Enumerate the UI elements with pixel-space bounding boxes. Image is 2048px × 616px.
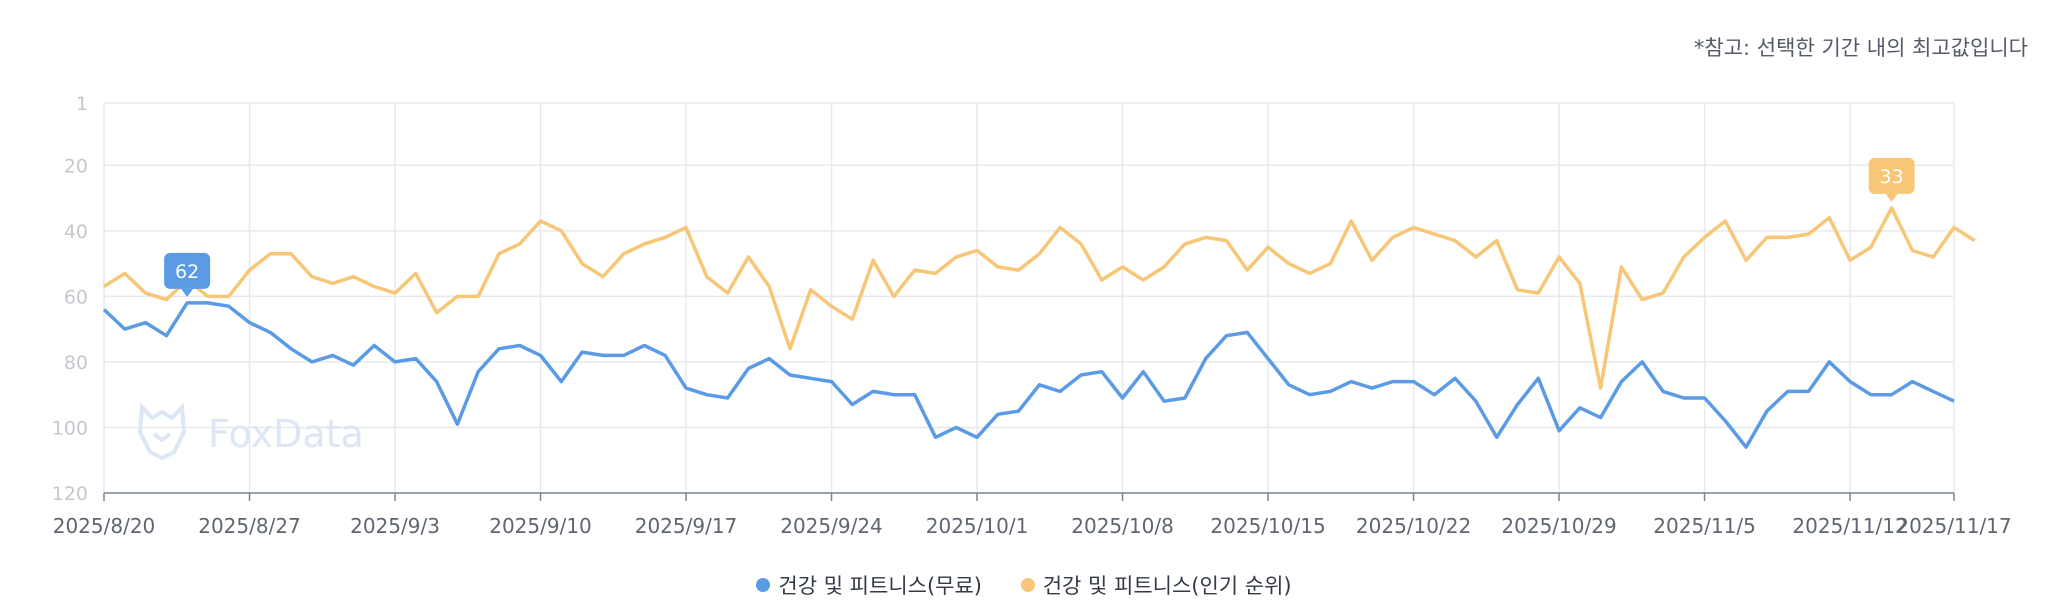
x-tick-label: 2025/9/10 [489,514,592,538]
x-tick-label: 2025/8/27 [198,514,301,538]
legend-label: 건강 및 피트니스(무료) [778,574,982,598]
y-tick-label: 40 [64,221,88,243]
legend-item-free[interactable]: 건강 및 피트니스(무료) [756,570,982,600]
legend-dot-icon [1020,578,1035,592]
callouts: 62 33 [164,157,1915,297]
x-tick-label: 2025/10/22 [1356,514,1471,538]
x-tick-label: 2025/11/17 [1896,514,2011,538]
series-lines [102,206,1976,449]
y-tick-label: 60 [64,286,88,308]
fox-logo-icon [137,402,187,461]
series-line-0 [102,301,1955,449]
callout-pointer [1885,193,1898,202]
y-tick-label: 120 [52,483,88,505]
legend-dot-icon [756,578,771,592]
legend-item-popular[interactable]: 건강 및 피트니스(인기 순위) [1020,570,1292,600]
x-tick-label: 2025/8/20 [53,514,156,538]
x-tick-label: 2025/10/29 [1501,514,1616,538]
x-tick-label: 2025/10/15 [1210,514,1325,538]
callout-box [1868,157,1915,194]
series-line-1 [103,206,1976,390]
x-tick-label: 2025/10/1 [926,514,1029,538]
callout-label: 33 [1880,166,1904,188]
callout-label: 62 [175,261,199,283]
callout-box [164,252,211,289]
y-tick-label: 100 [52,417,88,439]
y-tick-label: 20 [64,155,88,177]
chart-note: *참고: 선택한 기간 내의 최고값입니다 [1693,36,2028,60]
y-tick-label: 1 [76,93,88,115]
x-tick-label: 2025/10/8 [1071,514,1174,538]
x-tick-label: 2025/11/12 [1792,514,1907,538]
legend: 건강 및 피트니스(무료) 건강 및 피트니스(인기 순위) [0,570,2048,600]
x-tick-label: 2025/9/24 [780,514,883,538]
watermark-text: FoxData [208,412,364,456]
x-tick-label: 2025/9/3 [350,514,440,538]
y-tick-label: 80 [64,352,88,374]
grid-lines [103,102,1955,494]
callout-pointer [181,288,194,297]
legend-label: 건강 및 피트니스(인기 순위) [1042,574,1292,598]
x-tick-label: 2025/11/5 [1653,514,1756,538]
x-tick-label: 2025/9/17 [635,514,738,538]
